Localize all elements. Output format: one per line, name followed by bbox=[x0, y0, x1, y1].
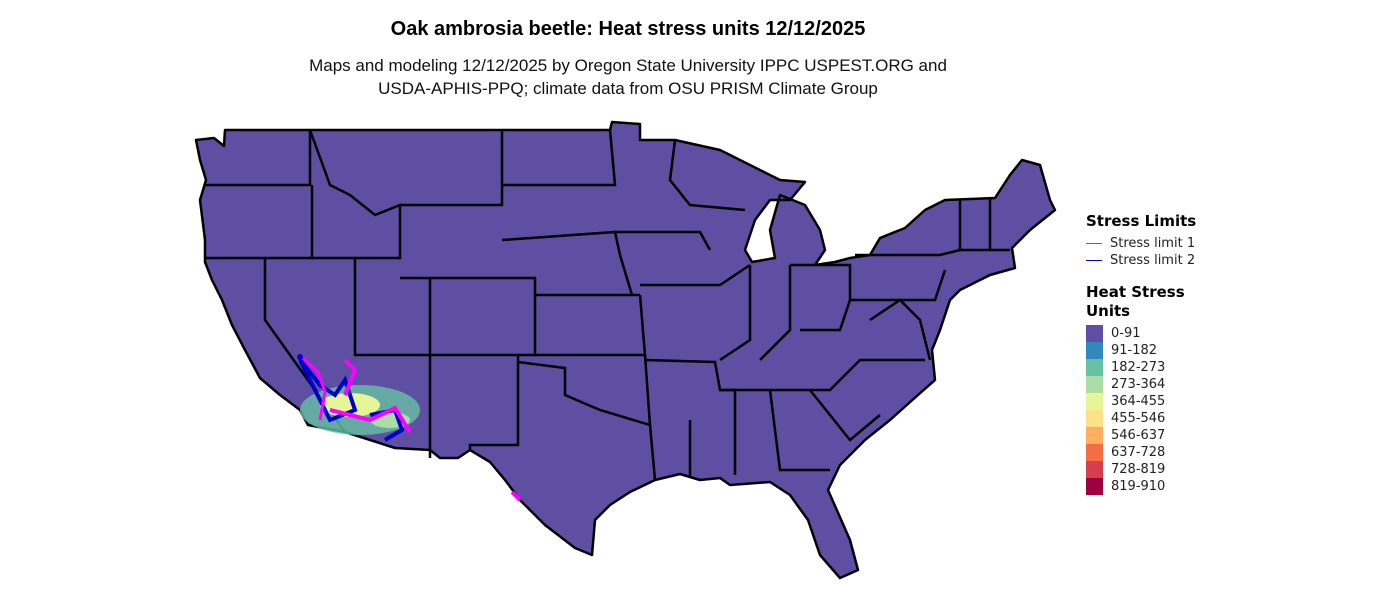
stress-limits-title: Stress Limits bbox=[1086, 212, 1197, 230]
heat-legend-item: 637-728 bbox=[1086, 444, 1196, 461]
color-swatch bbox=[1086, 359, 1103, 376]
subtitle-line-1: Maps and modeling 12/12/2025 by Oregon S… bbox=[309, 56, 947, 75]
heat-legend-item: 273-364 bbox=[1086, 376, 1196, 393]
state-borders bbox=[205, 129, 1010, 481]
stress-legend-label: Stress limit 1 bbox=[1110, 236, 1196, 251]
subtitle-line-2: USDA-APHIS-PPQ; climate data from OSU PR… bbox=[378, 79, 878, 98]
stress-legend-label: Stress limit 2 bbox=[1110, 253, 1196, 268]
conus-land bbox=[194, 120, 1057, 580]
heat-legend-label: 0-91 bbox=[1111, 326, 1141, 341]
color-swatch bbox=[1086, 444, 1103, 461]
heat-legend-label: 728-819 bbox=[1111, 462, 1166, 477]
color-swatch bbox=[1086, 410, 1103, 427]
line-swatch bbox=[1086, 260, 1102, 261]
heat-legend-item: 91-182 bbox=[1086, 342, 1196, 359]
color-swatch bbox=[1086, 393, 1103, 410]
heat-legend-item: 455-546 bbox=[1086, 410, 1196, 427]
heat-legend-item: 182-273 bbox=[1086, 359, 1196, 376]
stress-legend-item: Stress limit 1 bbox=[1086, 235, 1196, 252]
heat-legend-item: 546-637 bbox=[1086, 427, 1196, 444]
heat-legend-label: 546-637 bbox=[1111, 428, 1166, 443]
color-swatch bbox=[1086, 376, 1103, 393]
heat-units-title-2: Units bbox=[1086, 302, 1131, 320]
stress-legend-item: Stress limit 2 bbox=[1086, 252, 1196, 269]
color-swatch bbox=[1086, 478, 1103, 495]
color-swatch bbox=[1086, 427, 1103, 444]
map-title: Oak ambrosia beetle: Heat stress units 1… bbox=[390, 18, 866, 40]
heat-legend-item: 364-455 bbox=[1086, 393, 1196, 410]
heat-legend-label: 819-910 bbox=[1111, 479, 1166, 494]
heat-legend-label: 182-273 bbox=[1111, 360, 1166, 375]
line-swatch bbox=[1086, 243, 1102, 244]
legend: Stress Limits Stress limit 1 Stress limit… bbox=[1086, 212, 1196, 495]
color-swatch bbox=[1086, 461, 1103, 478]
heat-legend-item: 728-819 bbox=[1086, 461, 1196, 478]
heat-legend-label: 455-546 bbox=[1111, 411, 1166, 426]
color-swatch bbox=[1086, 325, 1103, 342]
color-swatch bbox=[1086, 342, 1103, 359]
heat-units-title-1: Heat Stress bbox=[1086, 283, 1185, 301]
heat-stress-hotspot bbox=[297, 353, 522, 502]
heat-legend-label: 91-182 bbox=[1111, 343, 1158, 358]
heat-legend-item: 0-91 bbox=[1086, 325, 1196, 342]
heat-legend-item: 819-910 bbox=[1086, 478, 1196, 495]
heat-legend-label: 637-728 bbox=[1111, 445, 1166, 460]
heat-legend-label: 364-455 bbox=[1111, 394, 1166, 409]
heat-legend-label: 273-364 bbox=[1111, 377, 1166, 392]
